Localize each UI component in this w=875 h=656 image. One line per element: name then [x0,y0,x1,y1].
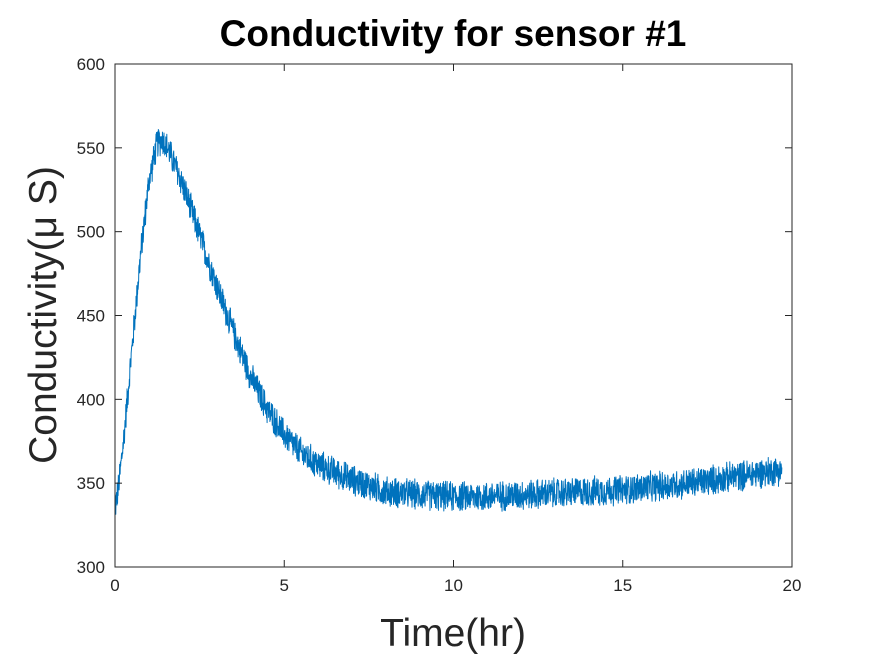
x-tick-label: 10 [444,576,463,595]
y-tick-label: 450 [77,307,105,326]
x-tick-label: 15 [613,576,632,595]
axes: 0 5 10 15 20 300 350 400 450 500 550 600 [77,55,802,595]
series-line-1 [114,129,783,515]
x-tick-label: 20 [783,576,802,595]
x-tick-label: 0 [110,576,119,595]
chart-title: Conductivity for sensor #1 [220,13,687,54]
y-tick-label: 600 [77,55,105,74]
y-axis-label: Conductivity(μ S) [22,166,65,464]
y-tick-label: 300 [77,558,105,577]
x-tick-label: 5 [280,576,289,595]
y-tick-label: 400 [77,390,105,409]
y-tick-label: 500 [77,223,105,242]
y-tick-label: 550 [77,139,105,158]
y-tick-label: 350 [77,474,105,493]
plot-area [114,129,783,515]
x-axis-label: Time(hr) [380,612,526,655]
